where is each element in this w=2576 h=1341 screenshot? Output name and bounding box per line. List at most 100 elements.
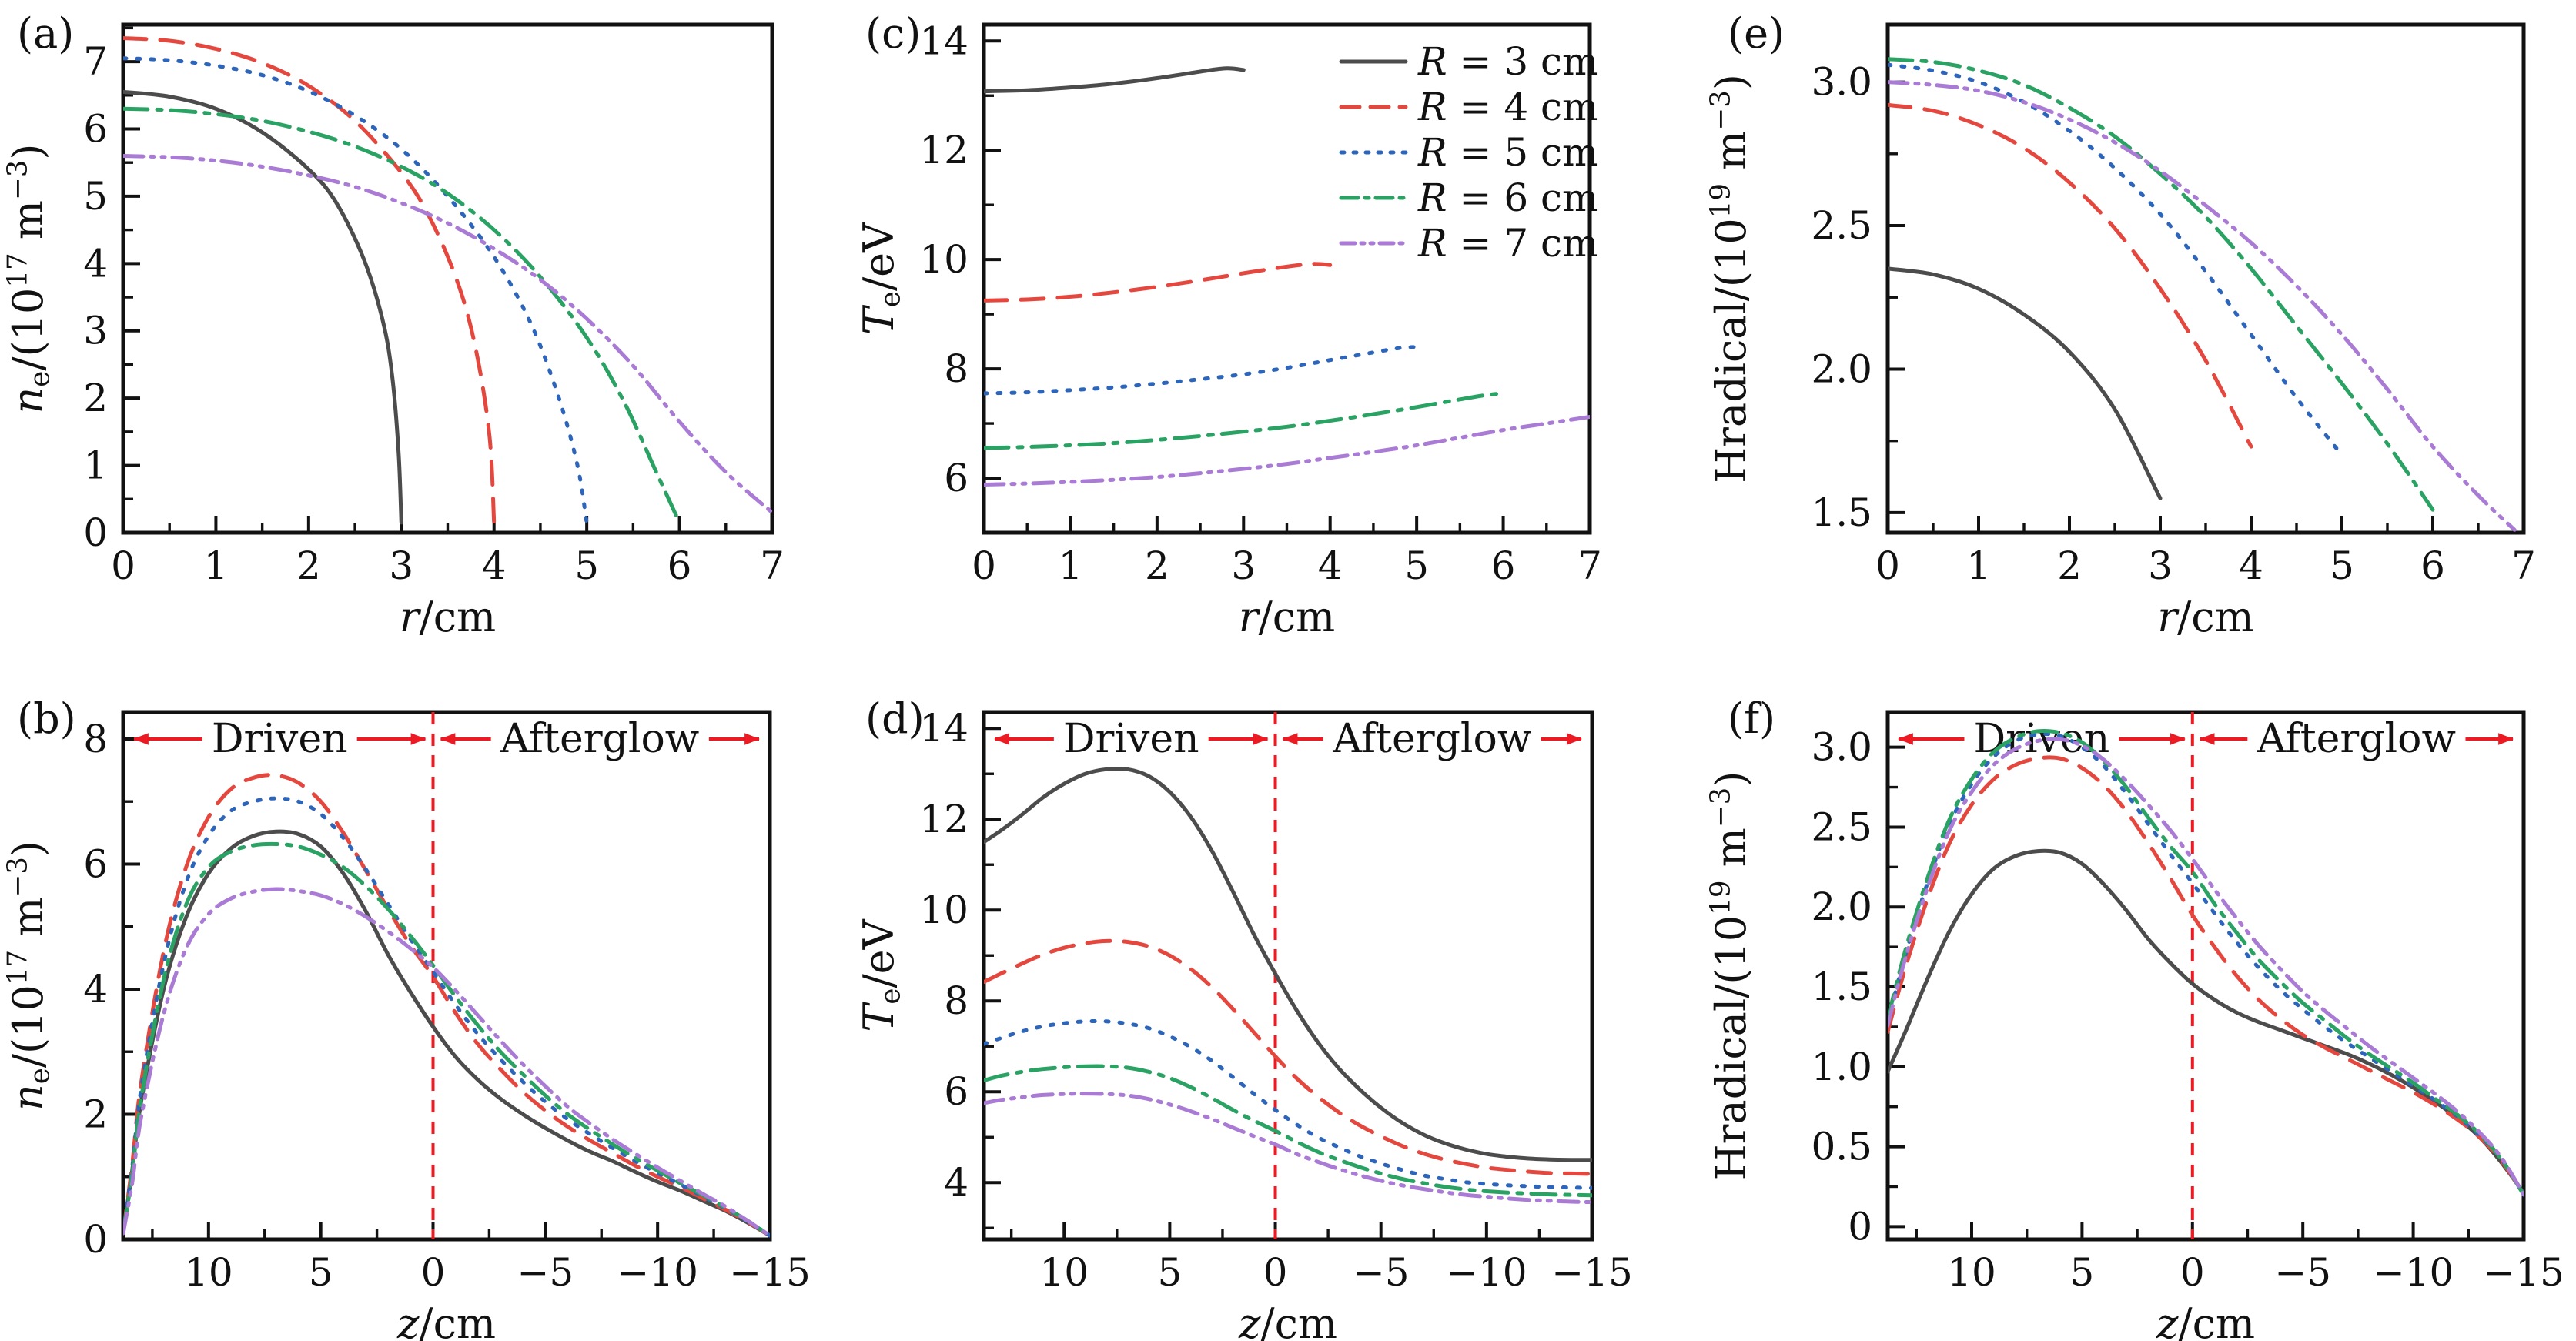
x-tick-label: 7 [2511,543,2536,588]
x-axis-e: 0 1 2 3 4 5 6 7 [1875,516,2536,588]
annotation-label: Afterglow [500,716,699,762]
x-tick-label: −5 [1353,1250,1410,1295]
x-axis-label-f: z/cm [2156,1299,2255,1341]
curve-r3cm-a [123,89,403,525]
y-tick-label: 10 [919,888,969,932]
x-axis-c: 0 1 2 3 4 5 6 7 [972,516,1602,588]
panel-b: 10 5 0 −5 −10 −15 0 2 4 6 8 z/cm ne/(1017 m−3) (b) Dri… [2,694,810,1341]
curves-d [984,766,1592,1205]
legend-label: R = 5 cm [1417,130,1598,175]
x-tick-label: 1 [204,543,229,588]
curve-r6cm-c [984,391,1506,450]
curve-r5cm-c [984,345,1419,396]
curve-r4cm-e [1888,102,2253,449]
x-axis-b: 10 5 0 −5 −10 −15 [151,1222,811,1295]
x-tick-label: 10 [184,1250,233,1295]
curve-r7cm-a [123,154,772,515]
y-tick-label: 5 [83,174,108,219]
panel-letter-f: (f) [1728,694,1775,743]
axis-frame-b [121,710,772,1242]
curve-r6cm-b [123,841,770,1238]
y-tick-label: 3 [83,309,108,353]
x-tick-label: 1 [1966,543,1991,588]
y-tick-label: 8 [944,978,969,1023]
axis-frame-a [121,22,774,535]
axis-frame-f [1885,710,2526,1242]
y-tick-label: 1.0 [1811,1045,1872,1089]
curve-r3cm-f [1888,848,2524,1196]
y-tick-label: 10 [919,237,969,282]
x-tick-label: 6 [667,543,692,588]
curve-r4cm-c [984,262,1333,303]
y-axis-d: 4 6 8 10 12 14 [919,706,1001,1229]
y-tick-label: 2.5 [1811,203,1872,248]
x-tick-label: 10 [1039,1250,1089,1295]
curve-r5cm-e [1888,62,2344,457]
y-tick-label: 2 [83,1092,108,1136]
curve-r4cm-a [123,36,497,525]
y-tick-label: 6 [944,456,969,500]
x-tick-label: 7 [760,543,785,588]
y-tick-label: 2.0 [1811,346,1872,391]
curves-b [123,773,770,1238]
legend: R = 3 cmR = 4 cmR = 5 cmR = 6 cmR = 7 cm [1339,39,1598,266]
annotation-label: Driven [212,716,348,762]
panel-letter-e: (e) [1728,9,1785,58]
curve-r7cm-c [984,415,1590,487]
panel-letter-d: (d) [865,694,925,743]
curve-r6cm-f [1888,728,2524,1197]
annotation-label: Afterglow [1332,716,1531,762]
x-axis-label-d: z/cm [1238,1299,1337,1341]
y-tick-label: 4 [83,241,108,286]
curve-r7cm-f [1888,737,2524,1197]
y-tick-label: 2 [83,376,108,420]
x-tick-label: 0 [421,1250,446,1295]
y-tick-label: 0 [1848,1204,1872,1249]
x-tick-label: 0 [1263,1250,1288,1295]
curves-a [123,36,772,525]
y-tick-label: 1.5 [1811,490,1872,535]
y-tick-label: 6 [944,1069,969,1114]
x-tick-label: 3 [2148,543,2173,588]
x-tick-label: −15 [1551,1250,1633,1295]
legend-item-r3cm: R = 3 cm [1339,39,1598,84]
curve-r5cm-b [123,796,770,1238]
y-axis-c: 6 8 10 12 14 [919,18,1001,534]
x-axis-label-a: r/cm [400,593,496,641]
y-tick-label: 3.0 [1811,725,1872,770]
y-axis-label-d: Te/eV [855,918,907,1032]
legend-item-r7cm: R = 7 cm [1339,221,1598,266]
y-tick-label: 0.5 [1811,1125,1872,1169]
x-tick-label: 0 [972,543,996,588]
x-axis-d: 10 5 0 −5 −10 −15 [1009,1222,1633,1295]
x-tick-label: 0 [2180,1250,2205,1295]
y-axis-f: 0 0.5 1.0 1.5 2.0 2.5 3.0 [1811,725,1905,1249]
x-tick-label: 5 [1404,543,1429,588]
y-tick-label: 14 [919,18,969,63]
panel-f: 10 5 0 −5 −10 −15 0 0.5 1.0 1.5 2.0 2.5 3.0 z/cm Hradi… [1705,694,2564,1341]
region-annotation-driven-d: Driven [993,716,1269,762]
curve-r5cm-f [1888,732,2524,1197]
x-axis-label-e: r/cm [2157,593,2253,641]
curve-r5cm-d [984,1018,1592,1190]
region-annotation-driven-b: Driven [132,716,427,762]
curve-r3cm-c [984,66,1246,94]
y-tick-label: 3.0 [1811,60,1872,105]
curves-e [1888,57,2517,532]
y-axis-e: 1.5 2.0 2.5 3.0 [1811,60,1905,535]
x-tick-label: −15 [2483,1250,2564,1295]
x-axis-label-b: z/cm [396,1299,496,1341]
x-tick-label: −15 [729,1250,811,1295]
curve-r6cm-a [123,106,682,525]
legend-label: R = 6 cm [1417,176,1598,220]
axis-frame-e [1885,22,2526,535]
y-tick-label: 4 [944,1160,969,1205]
y-tick-label: 6 [83,841,108,886]
curve-r3cm-b [123,829,770,1238]
y-tick-label: 12 [919,797,969,841]
y-tick-label: 0 [83,510,108,555]
y-tick-label: 1 [83,443,108,488]
x-tick-label: 3 [1231,543,1256,588]
x-tick-label: 2 [2057,543,2082,588]
